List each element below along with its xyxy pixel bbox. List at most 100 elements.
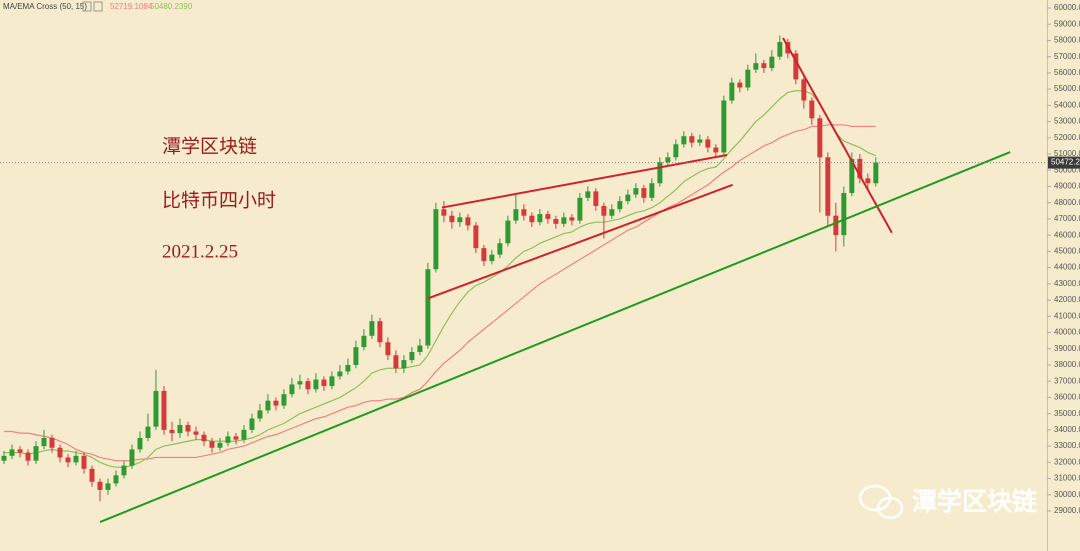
- y-tick-label: 53000.00: [1054, 117, 1080, 126]
- candle-body: [305, 381, 311, 390]
- candle-body: [297, 381, 303, 385]
- candle-body: [745, 69, 751, 88]
- y-tick-label: 47000.00: [1054, 214, 1080, 223]
- y-tick-label: 30000.00: [1054, 490, 1080, 499]
- y-tick-label: 54000.00: [1054, 100, 1080, 109]
- candle-body: [505, 220, 511, 244]
- candle-body: [241, 429, 247, 440]
- candle-body: [841, 192, 847, 236]
- candle-body: [265, 400, 271, 411]
- candle-body: [401, 360, 407, 369]
- indicator-name: MA/EMA Cross (50, 15): [3, 2, 87, 11]
- candle-body: [705, 139, 711, 148]
- candle-body: [673, 144, 679, 158]
- candle-body: [857, 158, 863, 179]
- candle-body: [809, 100, 815, 119]
- candle-body: [761, 63, 767, 69]
- candle-body: [681, 136, 687, 145]
- candle-body: [465, 217, 471, 226]
- candle-body: [825, 157, 831, 216]
- candle-body: [585, 191, 591, 198]
- candle-body: [641, 188, 647, 198]
- moving-average-line: [3, 124, 876, 462]
- trendline: [782, 37, 893, 234]
- y-tick-label: 32000.00: [1054, 457, 1080, 466]
- candle-body: [865, 178, 871, 184]
- candle-body: [289, 384, 295, 395]
- candle-body: [1, 455, 7, 461]
- candle-body: [57, 447, 63, 458]
- last-price-label: 50472.20: [1051, 158, 1080, 167]
- candle-body: [161, 390, 167, 430]
- moving-average-line: [3, 90, 877, 468]
- candle-body: [225, 436, 231, 443]
- candle-body: [609, 209, 615, 216]
- candle-body: [145, 426, 151, 438]
- candle-body: [273, 400, 279, 406]
- candle-body: [257, 410, 263, 419]
- y-tick-label: 43000.00: [1054, 279, 1080, 288]
- candle-body: [537, 214, 543, 223]
- y-tick-label: 33000.00: [1054, 441, 1080, 450]
- y-tick-label: 34000.00: [1054, 425, 1080, 434]
- candle-body: [137, 437, 143, 450]
- indicator-icon: [82, 1, 92, 12]
- candle-body: [385, 342, 391, 356]
- candle-body: [193, 431, 199, 435]
- candle-body: [393, 355, 399, 369]
- candle-body: [689, 136, 695, 143]
- y-tick-label: 39000.00: [1054, 344, 1080, 353]
- candle-body: [473, 225, 479, 249]
- candle-body: [433, 209, 439, 270]
- candle-body: [49, 437, 55, 448]
- y-tick-label: 55000.00: [1054, 84, 1080, 93]
- candle-body: [329, 376, 335, 387]
- candle-body: [529, 215, 535, 223]
- candle-body: [593, 191, 599, 206]
- candle-body: [665, 157, 671, 163]
- candle-body: [89, 468, 95, 482]
- candle-body: [625, 194, 631, 202]
- candle-body: [481, 248, 487, 262]
- plot-area: [0, 35, 1047, 523]
- y-tick-label: 49000.00: [1054, 182, 1080, 191]
- annotation: 比特币四小时: [162, 189, 276, 211]
- y-tick-label: 37000.00: [1054, 376, 1080, 385]
- candle-body: [657, 162, 663, 184]
- candle-body: [201, 434, 207, 442]
- y-tick-label: 35000.00: [1054, 409, 1080, 418]
- candle-body: [873, 162, 879, 184]
- candle-body: [209, 441, 215, 448]
- candle-body: [97, 481, 103, 490]
- candle-body: [121, 465, 127, 476]
- candle-body: [41, 437, 47, 447]
- candle-body: [25, 452, 31, 461]
- candle-body: [81, 455, 87, 469]
- candle-body: [369, 321, 375, 336]
- trendline: [427, 183, 734, 300]
- candle-body: [457, 217, 463, 223]
- y-tick-label: 44000.00: [1054, 263, 1080, 272]
- candle-body: [633, 188, 639, 195]
- candle-body: [321, 379, 327, 387]
- candle-body: [793, 53, 799, 80]
- y-tick-label: 57000.00: [1054, 52, 1080, 61]
- candle-body: [713, 147, 719, 153]
- watermark: 潭学区块链: [912, 487, 1037, 516]
- candle-body: [361, 335, 367, 348]
- y-tick-label: 46000.00: [1054, 230, 1080, 239]
- candle-body: [601, 205, 607, 216]
- y-tick-label: 45000.00: [1054, 246, 1080, 255]
- candle-body: [177, 425, 183, 434]
- candle-body: [569, 217, 575, 221]
- candle-body: [233, 436, 239, 440]
- candle-body: [577, 197, 583, 221]
- candle-body: [113, 475, 119, 484]
- y-tick-label: 40000.00: [1054, 328, 1080, 337]
- trendline: [441, 154, 728, 209]
- candle-body: [337, 371, 343, 377]
- candle-body: [497, 243, 503, 255]
- watermark-icon: [858, 484, 904, 520]
- candle-body: [353, 347, 359, 365]
